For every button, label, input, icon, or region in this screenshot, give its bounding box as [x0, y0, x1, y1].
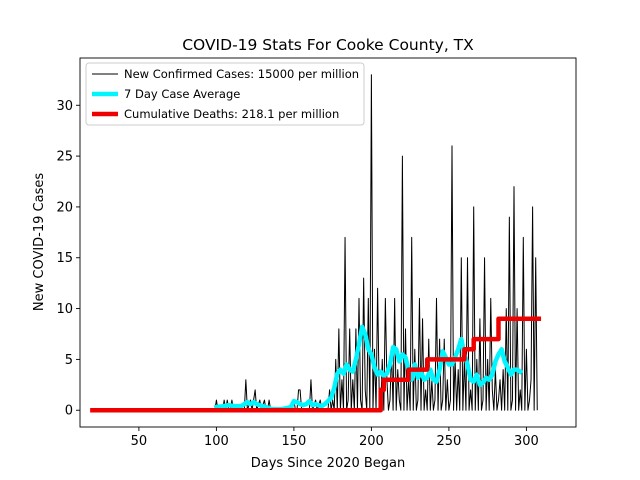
x-tick-label: 50 [131, 434, 148, 449]
x-tick-label: 100 [204, 434, 229, 449]
y-tick-label: 0 [65, 404, 73, 419]
legend-label-3: Cumulative Deaths: 218.1 per million [124, 107, 339, 121]
x-tick-label: 250 [436, 434, 461, 449]
legend-box [85, 62, 365, 126]
x-tick-label: 200 [359, 434, 384, 449]
series-line-2 [213, 324, 524, 412]
y-axis-title: New COVID-19 Cases [32, 173, 47, 311]
x-tick-label: 150 [281, 434, 306, 449]
y-tick-label: 25 [56, 150, 73, 165]
y-tick-label: 10 [56, 302, 73, 317]
plot-area: 50 100 150 200 250 300 0 5 10 15 20 25 30 [56, 57, 577, 449]
x-tick-label: 300 [514, 434, 539, 449]
legend: New Confirmed Cases: 15000 per million 7 … [85, 62, 365, 126]
series-line-3 [90, 316, 542, 413]
y-tick-label: 15 [56, 251, 73, 266]
plot-frame [79, 57, 577, 428]
y-tick-label: 30 [56, 99, 73, 114]
legend-label-2: 7 Day Case Average [124, 87, 240, 101]
y-tick-label: 5 [65, 353, 73, 368]
legend-label-1: New Confirmed Cases: 15000 per million [124, 67, 359, 81]
x-axis-title: Days Since 2020 Began [251, 456, 406, 471]
chart-title: COVID-19 Stats For Cooke County, TX [182, 36, 474, 54]
y-tick-label: 20 [56, 200, 73, 215]
